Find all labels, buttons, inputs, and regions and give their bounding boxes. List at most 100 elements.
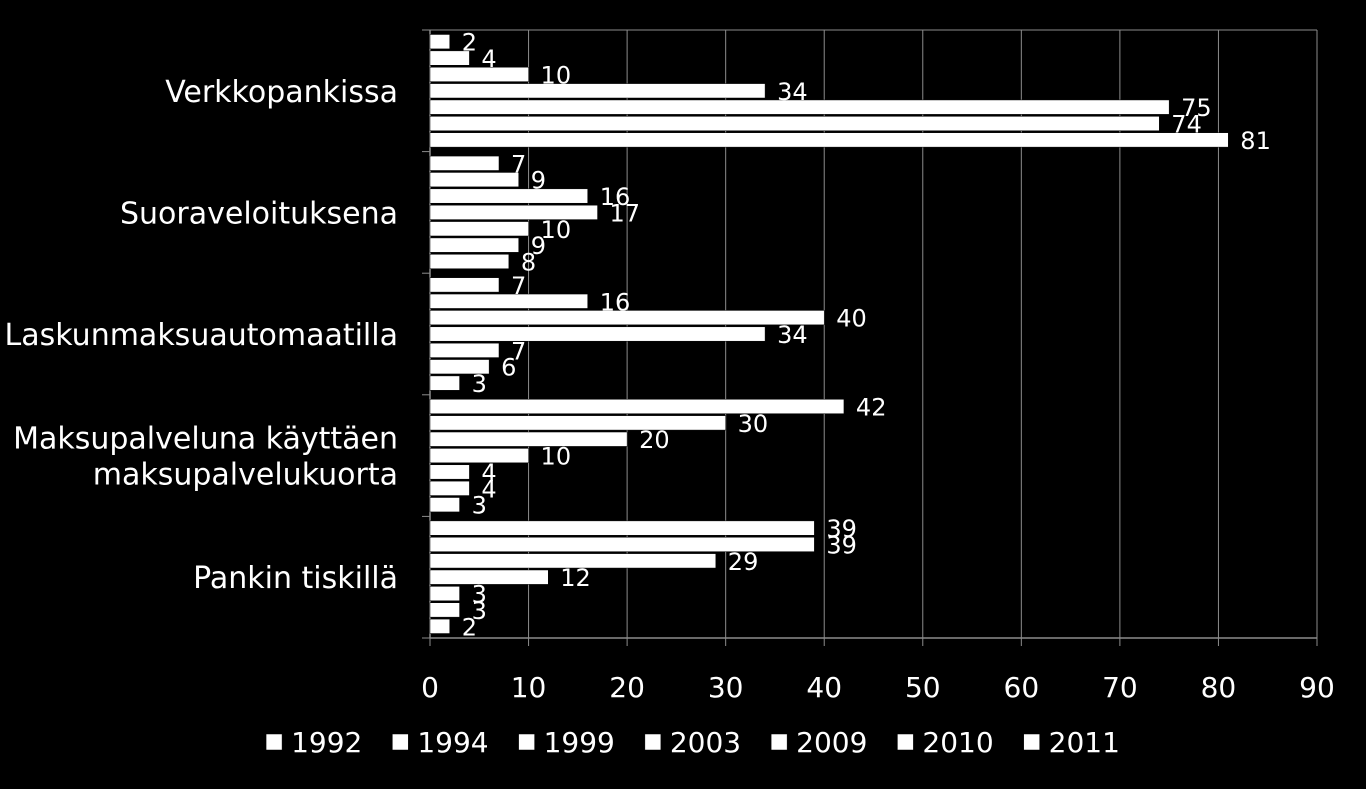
legend-label-1999: 1999 [544, 726, 615, 759]
category-label-4: Pankin tiskillä [193, 561, 398, 596]
data-label-1992-0: 2 [462, 29, 477, 57]
data-label-2009-2: 7 [511, 337, 526, 365]
bar-2003-3 [429, 448, 529, 464]
data-label-2003-3: 10 [541, 443, 572, 471]
legend-label-2011: 2011 [1049, 726, 1120, 759]
bar-2010-4 [429, 602, 460, 618]
bar-2010-2 [429, 359, 490, 375]
data-label-2009-1: 10 [541, 216, 572, 244]
x-tick-labels: 0 10 20 30 40 50 60 70 80 90 [421, 671, 1335, 704]
legend-label-2003: 2003 [670, 726, 741, 759]
legend-label-1992: 1992 [291, 726, 362, 759]
data-label-1994-4: 39 [826, 531, 857, 559]
x-tick-label-50: 50 [905, 671, 941, 704]
category-label-3-line1: maksupalvelukuorta [93, 458, 398, 493]
bar-2010-3 [429, 480, 470, 496]
bar-1992-0 [429, 34, 450, 50]
data-label-2010-0: 74 [1171, 111, 1202, 139]
data-label-2009-3: 4 [481, 459, 496, 487]
x-tick-label-30: 30 [708, 671, 744, 704]
bar-2011-2 [429, 375, 460, 391]
data-label-2010-2: 6 [501, 354, 516, 382]
bar-2009-0 [429, 99, 1170, 115]
data-labels: 2410347574817916171098716403476342302010… [462, 29, 1271, 642]
data-label-2003-2: 34 [777, 321, 808, 349]
bar-1994-1 [429, 172, 519, 188]
bar-2003-4 [429, 569, 549, 585]
legend-label-2009: 2009 [796, 726, 867, 759]
data-label-2003-1: 17 [610, 199, 641, 227]
bar-2009-3 [429, 464, 470, 480]
bar-2009-4 [429, 586, 460, 602]
data-label-2011-3: 3 [472, 492, 487, 520]
data-label-2003-0: 34 [777, 78, 808, 106]
data-label-1999-0: 10 [541, 61, 572, 89]
data-label-1999-1: 16 [600, 183, 631, 211]
legend-swatch-2011 [1023, 733, 1040, 751]
bar-2003-2 [429, 326, 766, 342]
data-label-2010-4: 3 [472, 597, 487, 625]
legend-swatch-2009 [770, 733, 788, 751]
data-label-2009-0: 75 [1181, 94, 1212, 122]
bar-1999-4 [429, 553, 717, 569]
bar-1999-0 [429, 66, 529, 82]
data-label-2011-2: 3 [472, 370, 487, 398]
bar-1994-4 [429, 537, 815, 552]
bar-1994-2 [429, 293, 588, 309]
data-label-2011-4: 2 [462, 613, 477, 641]
bar-2011-3 [429, 497, 460, 513]
bar-1992-4 [429, 520, 815, 536]
x-tick-label-0: 0 [421, 671, 439, 704]
bar-1999-1 [429, 188, 588, 204]
data-label-1994-0: 4 [481, 45, 496, 73]
bar-1994-3 [429, 415, 726, 431]
legend-swatch-1999 [518, 733, 535, 751]
gridlines [528, 30, 1318, 638]
bar-2010-1 [429, 237, 519, 253]
x-tick-label-90: 90 [1299, 671, 1335, 704]
data-label-2011-1: 8 [521, 249, 536, 277]
legend-label-2010: 2010 [922, 726, 993, 759]
x-tick-label-10: 10 [511, 671, 547, 704]
x-tick-label-20: 20 [609, 671, 645, 704]
bar-2009-2 [429, 342, 500, 358]
data-label-1994-3: 30 [738, 410, 769, 438]
category-label-0: Verkkopankissa [165, 75, 398, 110]
bar-2009-1 [429, 221, 529, 237]
bar-2003-0 [429, 83, 766, 99]
bar-2003-1 [429, 204, 598, 220]
bar-1999-2 [429, 310, 825, 326]
category-label-1: Suoraveloituksena [120, 196, 398, 231]
legend-swatch-1994 [392, 733, 409, 751]
data-label-1999-4: 29 [728, 548, 759, 576]
category-labels: Verkkopankissa Suoraveloituksena Laskunmak… [5, 75, 399, 596]
x-tick-label-70: 70 [1102, 671, 1138, 704]
bars [429, 34, 1229, 634]
bar-2011-0 [429, 132, 1229, 148]
data-label-1992-2: 7 [511, 272, 526, 300]
bar-2011-1 [429, 254, 510, 269]
data-label-1994-1: 9 [531, 167, 546, 195]
data-label-2010-1: 9 [531, 232, 546, 260]
bar-1994-0 [429, 50, 470, 66]
legend: 1992 1994 1999 2003 2009 2010 2011 [265, 726, 1120, 759]
bar-2011-4 [429, 618, 450, 634]
data-label-1999-2: 40 [836, 305, 867, 333]
bar-1992-3 [429, 399, 845, 414]
legend-swatch-1992 [265, 733, 283, 751]
data-label-1992-4: 39 [826, 515, 857, 543]
category-label-3-line0: Maksupalveluna käyttäen [13, 422, 398, 457]
bar-1992-1 [429, 155, 500, 171]
bar-1999-3 [429, 431, 628, 447]
data-label-1992-1: 7 [511, 150, 526, 178]
data-label-1992-3: 42 [856, 393, 887, 421]
x-tick-label-80: 80 [1201, 671, 1237, 704]
data-label-1999-3: 20 [639, 426, 670, 454]
bar-2010-0 [429, 116, 1160, 131]
legend-swatch-2010 [897, 733, 914, 751]
x-tick-label-60: 60 [1004, 671, 1040, 704]
x-tick-label-40: 40 [806, 671, 842, 704]
data-label-2003-4: 12 [560, 564, 591, 592]
bar-1992-2 [429, 277, 500, 293]
